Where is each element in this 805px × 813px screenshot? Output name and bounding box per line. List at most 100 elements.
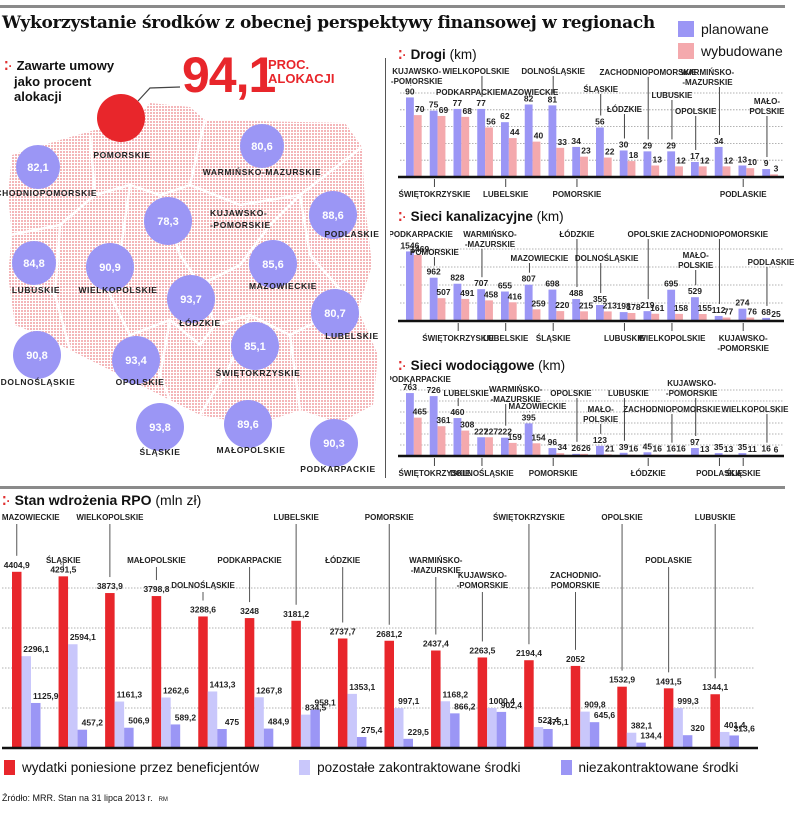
region-value: 78,3 [157, 216, 178, 228]
value-label-built: 6 [774, 445, 779, 455]
bar-planned-łódzkie [643, 452, 652, 456]
bar-uncontracted-wielkopolskie [124, 727, 134, 748]
value-label: 3248 [240, 606, 259, 616]
category-label: WIELKOPOLSKIE [721, 405, 789, 414]
bar-planned-warmińsko-mazurskie [501, 437, 509, 456]
legend-item-built: wybudowane [678, 40, 783, 62]
bar-planned-pomorskie [572, 146, 581, 177]
bar-built-zachodniopomorskie [651, 165, 660, 177]
value-label-built: 227 [484, 426, 498, 436]
bar-contracted-dolnośląskie [207, 691, 218, 748]
category-label: -POMORSKIE [717, 344, 769, 353]
category-label: OPOLSKIE [550, 389, 592, 398]
region-label: KUJAWSKO- [210, 208, 267, 218]
chart-title-text: Sieci wodociągowe [410, 358, 535, 373]
category-label: KUJAWSKO- [392, 67, 441, 76]
value-label-planned: 219 [640, 300, 654, 310]
value-label-planned: 763 [403, 382, 417, 392]
category-label: ŚWIĘTOKRZYSKIE [399, 469, 472, 478]
bar-planned-lubuskie [619, 312, 628, 321]
bar-contracted-podkarpackie [254, 697, 264, 748]
bar-planned-małopolskie [691, 297, 699, 321]
category-label: MAZOWIECKIE [509, 402, 567, 411]
value-label-planned: 96 [548, 437, 558, 447]
region-label: DOLNOŚLĄSKIE [1, 376, 76, 387]
region-label: OPOLSKIE [116, 377, 165, 387]
bar-built-świętokrzyskie [437, 115, 446, 177]
value-label-built: 56 [486, 116, 496, 126]
bar-built-łódzkie [580, 311, 588, 321]
vertical-divider [385, 58, 386, 478]
bar-planned-śląskie [596, 127, 604, 177]
region-bubble-podlaskie [309, 191, 357, 239]
bar-planned-podkarpackie [406, 251, 414, 321]
category-label: -MAZURSKIE [491, 395, 542, 404]
bar-built-podlaskie [746, 168, 755, 177]
chart-unit: (mln zł) [155, 492, 202, 508]
value-label-planned: 227 [474, 426, 488, 436]
chart-unit: (km) [538, 358, 566, 373]
value-label-planned: 62 [500, 111, 510, 121]
category-label: -POMORSKIE [666, 389, 718, 398]
value-label: 320 [691, 723, 705, 733]
bar-built-mazowieckie [532, 141, 541, 177]
value-label-built: 33 [558, 137, 568, 147]
region-value: 85,6 [262, 259, 283, 271]
region-bubble-pomorskie [97, 94, 145, 142]
value-label: 3181,2 [283, 609, 309, 619]
region-value: 80,6 [251, 141, 272, 153]
bar-contracted-wielkopolskie [114, 701, 125, 748]
bar-uncontracted-świętokrzyskie [543, 728, 553, 748]
category-label: LUBELSKIE [483, 190, 529, 199]
bar-uncontracted-podkarpackie [263, 728, 274, 748]
bar-planned-kujawsko-pomorskie [738, 308, 747, 321]
category-label: ZACHODNIOPOMORSKIE [600, 68, 698, 77]
value-label: 457,2 [82, 718, 104, 728]
category-label: -MAZURSKIE [682, 78, 733, 87]
category-label: LUBELSKIE [273, 513, 319, 522]
value-label-planned: 13 [738, 155, 748, 165]
value-label-planned: 68 [761, 307, 771, 317]
value-label-planned: 395 [522, 412, 536, 422]
map-lead-line: alokacji [14, 89, 62, 104]
legend-bottom: wydatki poniesione przez beneficjentów p… [4, 760, 778, 775]
bar-planned-podlaskie [714, 453, 723, 456]
bar-contracted-zachodniopomorskie [580, 711, 590, 748]
value-label-built: 12 [676, 155, 686, 165]
value-label-planned: 198 [617, 301, 631, 311]
bar-built-dolnośląskie [603, 311, 612, 321]
legend-swatch-contracted [299, 760, 311, 775]
value-label-planned: 112 [712, 305, 726, 315]
bar-built-lubelskie [508, 138, 517, 177]
bar-contracted-lubelskie [300, 714, 311, 748]
region-value: 90,9 [99, 262, 120, 274]
chart-rpo: 4404,9 2296,1 1125,9 MAZOWIECKIE 4291,5 2594,… [2, 513, 758, 750]
bar-spent-lubuskie [710, 694, 720, 748]
bar-built-warmińsko-mazurskie [722, 166, 731, 177]
category-label: POMORSKIE [552, 190, 602, 199]
category-label: ŚLĄSKIE [536, 334, 571, 343]
bar-built-małopolskie [770, 174, 778, 177]
value-label-built: 361 [436, 415, 450, 425]
map-outline [8, 103, 378, 425]
category-label: POMORSKIE [410, 248, 460, 257]
value-label: 1491,5 [656, 676, 682, 686]
author-initials: RM [158, 797, 168, 803]
bar-contracted-lubuskie [719, 731, 730, 748]
value-label-planned: 97 [690, 437, 700, 447]
legend-swatch-spent [4, 760, 15, 775]
category-label: ŚLĄSKIE [726, 469, 761, 478]
region-value: 93,7 [180, 294, 201, 306]
category-label: ŚWIĘTOKRZYSKIE [399, 190, 472, 199]
value-label: 523,4 [538, 715, 560, 725]
bar-planned-podlaskie [738, 165, 747, 177]
value-label-planned: 274 [735, 298, 749, 308]
value-label-planned: 726 [427, 385, 441, 395]
total-value: 94,1 [182, 47, 276, 103]
value-label: 1532,9 [609, 675, 635, 685]
region-bubble-małopolskie [224, 400, 272, 448]
bar-planned-świętokrzyskie [429, 110, 438, 177]
region-bubble-zachodniopomorskie [16, 145, 60, 189]
region-bubble-wielkopolskie [86, 243, 134, 291]
